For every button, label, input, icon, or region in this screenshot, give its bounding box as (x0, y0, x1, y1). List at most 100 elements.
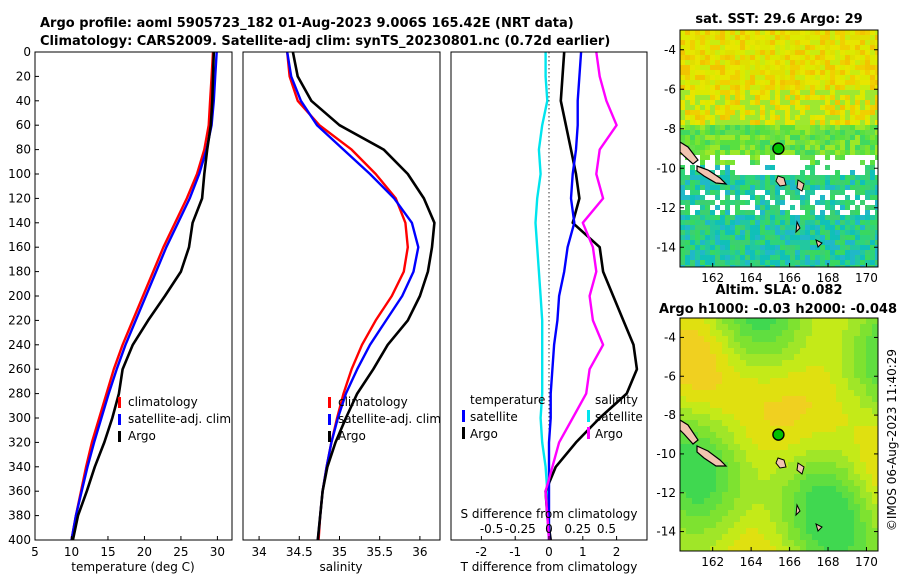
sla-cell (782, 318, 788, 324)
sst-cell (800, 135, 805, 140)
sla-cell (854, 504, 860, 510)
sst-cell (825, 175, 830, 180)
sst-cell (785, 230, 790, 235)
sst-cell (690, 245, 695, 250)
sst-cell (710, 255, 715, 260)
sla-cell (806, 396, 812, 402)
sla-cell (794, 408, 800, 414)
sst-cell (860, 195, 865, 200)
sst-cell (775, 155, 780, 160)
sla-cell (836, 540, 842, 546)
sla-cell (734, 468, 740, 474)
sla-cell (854, 522, 860, 528)
sla-cell (740, 492, 746, 498)
sla-cell (710, 474, 716, 480)
sla-cell (686, 510, 692, 516)
sla-cell (752, 342, 758, 348)
sst-cell (840, 125, 845, 130)
sst-cell (815, 180, 820, 185)
sst-cell (770, 75, 775, 80)
sla-cell (866, 480, 872, 486)
sst-cell (710, 55, 715, 60)
sla-cell (752, 468, 758, 474)
sst-cell (775, 70, 780, 75)
sst-cell (710, 250, 715, 255)
sla-cell (806, 438, 812, 444)
sst-cell (835, 190, 840, 195)
sst-cell (700, 250, 705, 255)
sst-cell (765, 50, 770, 55)
sst-cell (830, 255, 835, 260)
sst-cell (860, 210, 865, 215)
sst-cell (825, 125, 830, 130)
sst-cell (860, 105, 865, 110)
sla-cell (728, 516, 734, 522)
sla-cell (734, 510, 740, 516)
sla-cell (704, 540, 710, 546)
sst-cell (760, 175, 765, 180)
sst-cell (710, 135, 715, 140)
sst-cell (810, 190, 815, 195)
sst-cell (705, 110, 710, 115)
sla-cell (812, 318, 818, 324)
sst-cell (770, 255, 775, 260)
sst-cell (755, 95, 760, 100)
sla-cell (812, 420, 818, 426)
sst-cell (835, 40, 840, 45)
sst-cell (840, 40, 845, 45)
sst-cell (830, 65, 835, 70)
sst-cell (715, 215, 720, 220)
sst-cell (740, 115, 745, 120)
sst-cell (765, 105, 770, 110)
sla-cell (680, 522, 686, 528)
sst-cell (705, 205, 710, 210)
sst-cell (785, 55, 790, 60)
sst-cell (825, 205, 830, 210)
sla-cell (872, 372, 878, 378)
sla-cell (860, 510, 866, 516)
sst-cell (695, 60, 700, 65)
sst-cell (800, 235, 805, 240)
sst-cell (700, 255, 705, 260)
sst-cell (705, 215, 710, 220)
sla-cell (824, 492, 830, 498)
sla-cell (680, 456, 686, 462)
sst-cell (710, 140, 715, 145)
sst-cell (695, 245, 700, 250)
sla-cell (800, 432, 806, 438)
legend-swatch-argo (118, 431, 121, 442)
sst-cell (865, 175, 870, 180)
sla-cell (698, 438, 704, 444)
sst-cell (830, 85, 835, 90)
sla-cell (818, 492, 824, 498)
sst-cell (680, 100, 685, 105)
sla-cell (680, 402, 686, 408)
sst-cell (805, 265, 810, 267)
sst-cell (855, 35, 860, 40)
sla-cell (836, 402, 842, 408)
sla-cell (872, 462, 878, 468)
sla-cell (716, 372, 722, 378)
sst-cell (815, 30, 820, 35)
x-tick-label: 2 (613, 545, 621, 559)
sst-cell (690, 65, 695, 70)
sst-cell (820, 100, 825, 105)
y-tick-label: 380 (8, 509, 31, 523)
sst-cell (775, 120, 780, 125)
sla-cell (686, 492, 692, 498)
sst-cell (715, 150, 720, 155)
sst-cell (700, 175, 705, 180)
sla-cell (698, 324, 704, 330)
sla-cell (788, 324, 794, 330)
sla-cell (848, 474, 854, 480)
sla-cell (692, 492, 698, 498)
sst-cell (730, 230, 735, 235)
sst-cell (750, 255, 755, 260)
sst-cell (765, 60, 770, 65)
sst-cell (850, 60, 855, 65)
x-tick-label: 1 (579, 545, 587, 559)
sst-cell (820, 175, 825, 180)
sst-cell (795, 205, 800, 210)
sst-cell (780, 65, 785, 70)
sst-cell (810, 205, 815, 210)
